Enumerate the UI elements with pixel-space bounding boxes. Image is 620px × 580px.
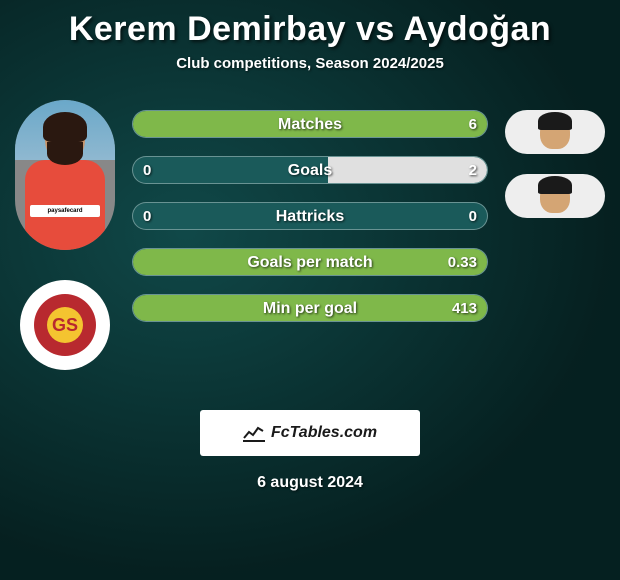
- chart-icon: [243, 424, 265, 442]
- brand-footer: FcTables.com: [200, 410, 420, 456]
- stat-label: Matches: [133, 111, 487, 138]
- player1-photo: paysafecard: [15, 100, 115, 250]
- date-text: 6 august 2024: [0, 474, 620, 492]
- player1-club-logo: [20, 280, 110, 370]
- player1-column: paysafecard: [10, 100, 120, 370]
- page-title: Kerem Demirbay vs Aydoğan: [0, 10, 620, 49]
- brand-text: FcTables.com: [271, 424, 377, 442]
- stat-bar: Goals per match0.33: [132, 248, 488, 276]
- stat-bar: 0Goals2: [132, 156, 488, 184]
- comparison-row: paysafecard Matches60Goals20Hattricks0Go…: [0, 100, 620, 370]
- stat-bar: 0Hattricks0: [132, 202, 488, 230]
- stat-value-right: 0.33: [448, 249, 477, 276]
- stat-label: Goals: [133, 157, 487, 184]
- stat-value-right: 413: [452, 295, 477, 322]
- stat-label: Min per goal: [133, 295, 487, 322]
- subtitle: Club competitions, Season 2024/2025: [0, 55, 620, 72]
- player2-column: [500, 100, 610, 218]
- player2-photo: [505, 110, 605, 154]
- stat-value-right: 6: [469, 111, 477, 138]
- player2-photo-2: [505, 174, 605, 218]
- club-badge-icon: [34, 294, 96, 356]
- stat-bars: Matches60Goals20Hattricks0Goals per matc…: [132, 100, 488, 322]
- stat-value-right: 2: [469, 157, 477, 184]
- stat-bar: Matches6: [132, 110, 488, 138]
- stat-value-right: 0: [469, 203, 477, 230]
- stat-label: Goals per match: [133, 249, 487, 276]
- stat-label: Hattricks: [133, 203, 487, 230]
- player1-sponsor: paysafecard: [30, 205, 100, 217]
- stat-bar: Min per goal413: [132, 294, 488, 322]
